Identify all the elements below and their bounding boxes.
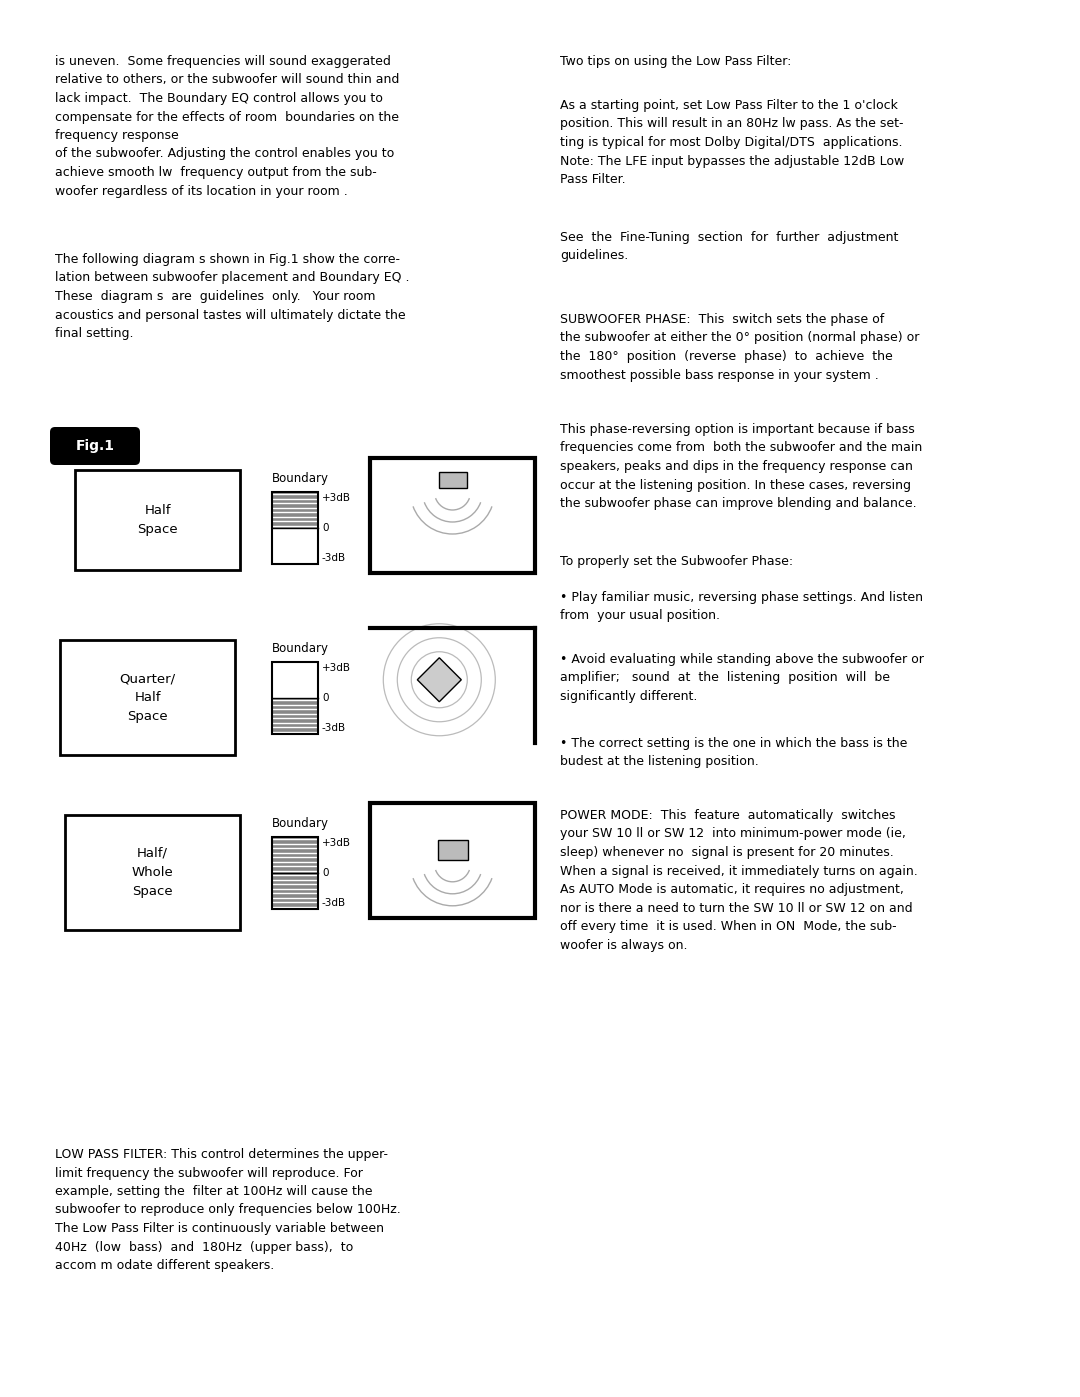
Bar [272,492,318,564]
Bar [272,837,318,873]
Polygon shape [417,658,461,701]
Bar [272,492,318,564]
Bar [75,469,240,570]
FancyBboxPatch shape [50,427,140,465]
Bar [272,662,318,733]
Bar [370,458,535,573]
Bar [438,472,467,488]
Text: Boundary: Boundary [271,643,328,655]
Bar [272,837,318,909]
Bar [272,662,318,733]
Text: The following diagram s shown in Fig.1 show the corre-
lation between subwoofer : The following diagram s shown in Fig.1 s… [55,253,409,339]
Text: Quarter/
Half
Space: Quarter/ Half Space [120,672,176,724]
Bar [272,698,318,733]
Bar [60,640,235,754]
Text: +3dB: +3dB [322,664,351,673]
Bar [272,873,318,909]
Text: • Play familiar music, reversing phase settings. And listen
from  your usual pos: • Play familiar music, reversing phase s… [561,591,923,623]
Text: SUBWOOFER PHASE:  This  switch sets the phase of
the subwoofer at either the 0° : SUBWOOFER PHASE: This switch sets the ph… [561,313,919,381]
Text: 0: 0 [322,693,328,703]
Text: Half/
Whole
Space: Half/ Whole Space [132,847,174,898]
Text: See  the  Fine-Tuning  section  for  further  adjustment
guidelines.: See the Fine-Tuning section for further … [561,231,899,263]
Text: -3dB: -3dB [322,553,346,563]
Text: -3dB: -3dB [322,724,346,733]
Text: Boundary: Boundary [271,472,328,485]
Text: Half
Space: Half Space [137,504,178,536]
Text: 0: 0 [322,522,328,534]
Text: Two tips on using the Low Pass Filter:: Two tips on using the Low Pass Filter: [561,54,792,68]
Text: 0: 0 [322,868,328,877]
Bar [272,492,318,528]
Text: LOW PASS FILTER: This control determines the upper-
limit frequency the subwoofe: LOW PASS FILTER: This control determines… [55,1148,401,1273]
Text: As a starting point, set Low Pass Filter to the 1 o'clock
position. This will re: As a starting point, set Low Pass Filter… [561,99,904,186]
Text: Fig.1: Fig.1 [76,439,114,453]
Text: -3dB: -3dB [322,898,346,908]
Bar [65,814,240,930]
Text: • The correct setting is the one in which the bass is the
budest at the listenin: • The correct setting is the one in whic… [561,738,907,768]
Bar [437,840,468,859]
Text: +3dB: +3dB [322,493,351,503]
Text: This phase-reversing option is important because if bass
frequencies come from  : This phase-reversing option is important… [561,423,922,510]
Text: • Avoid evaluating while standing above the subwoofer or
amplifier;   sound  at : • Avoid evaluating while standing above … [561,652,923,703]
Text: Boundary: Boundary [271,817,328,830]
Text: is uneven.  Some frequencies will sound exaggerated
relative to others, or the s: is uneven. Some frequencies will sound e… [55,54,400,197]
Text: To properly set the Subwoofer Phase:: To properly set the Subwoofer Phase: [561,555,793,569]
Text: +3dB: +3dB [322,838,351,848]
Bar [272,837,318,909]
Bar [370,803,535,918]
Text: POWER MODE:  This  feature  automatically  switches
your SW 10 ll or SW 12  into: POWER MODE: This feature automatically s… [561,809,918,951]
